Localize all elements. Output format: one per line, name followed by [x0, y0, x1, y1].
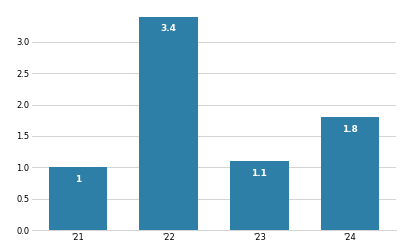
Text: 1: 1	[75, 175, 81, 184]
Bar	[320, 117, 380, 230]
Text: 1.8: 1.8	[342, 125, 358, 134]
Text: 3.4: 3.4	[161, 24, 177, 34]
Bar	[139, 17, 198, 230]
Bar	[230, 161, 289, 230]
Text: 1.1: 1.1	[251, 168, 267, 177]
Bar	[48, 167, 108, 230]
